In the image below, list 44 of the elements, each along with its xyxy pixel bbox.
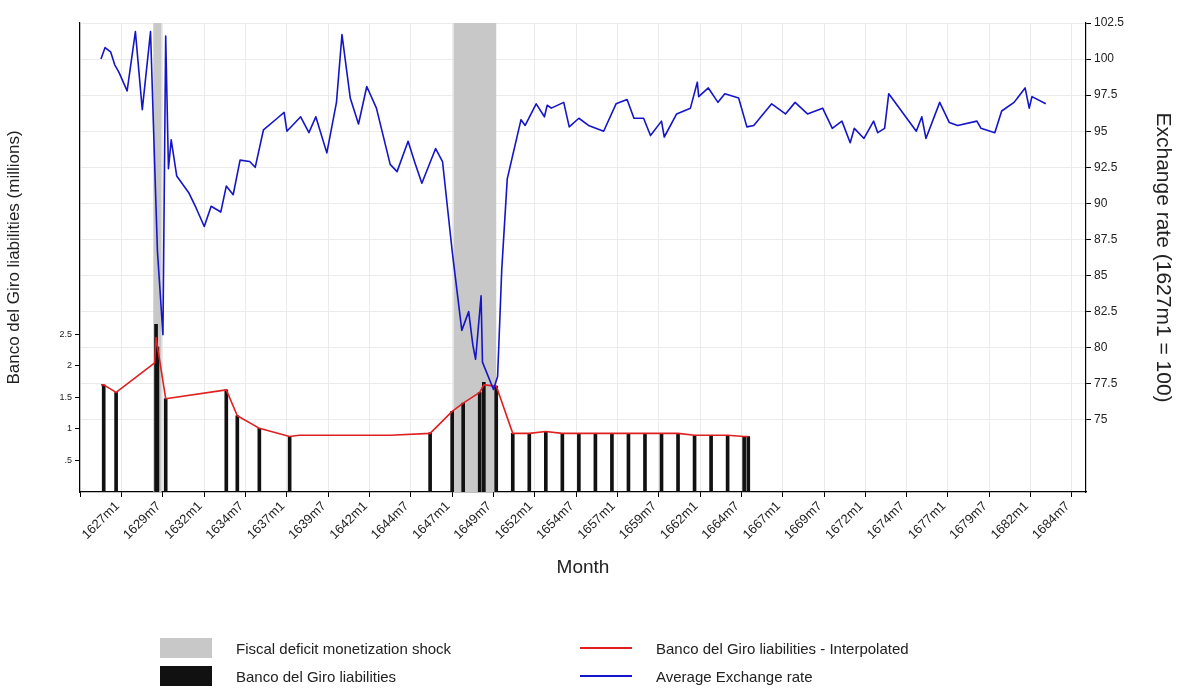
y2-tick-label: 80 — [1094, 340, 1108, 354]
bar — [510, 433, 515, 492]
y2-axis-title: Exchange rate (1627m1 = 100) — [1152, 112, 1176, 403]
y2-tick-label: 90 — [1094, 195, 1108, 210]
y-tick-label: .5 — [64, 454, 72, 465]
y-tick-label: 2.5 — [59, 328, 72, 339]
y2-tick-label: 102.5 — [1094, 15, 1125, 30]
legend-label: Banco del Giro liabilities — [236, 667, 397, 685]
bar — [543, 431, 548, 492]
bar — [643, 433, 647, 492]
legend-label: Banco del Giro liabilities - Interpolated — [656, 639, 909, 657]
bar — [163, 398, 168, 492]
legend-label: Fiscal deficit monetization shock — [236, 639, 452, 657]
bar — [114, 392, 118, 492]
y-tick-label: 1 — [66, 423, 72, 434]
bar — [709, 434, 713, 492]
y2-tick-label: 100 — [1094, 51, 1115, 66]
bar — [235, 415, 240, 492]
y-axis-title: Banco del Giro liabilities (millions) — [3, 130, 23, 385]
y2-tick-label: 82.5 — [1094, 303, 1118, 318]
y2-tick-label: 95 — [1094, 123, 1108, 138]
bar — [610, 433, 614, 492]
y2-tick-label: 97.5 — [1094, 87, 1118, 102]
bar — [224, 389, 229, 492]
y2-tick-label: 75 — [1094, 412, 1108, 427]
bar — [428, 432, 432, 492]
bar — [450, 410, 454, 492]
y-tick-label: 2 — [66, 360, 72, 371]
bar — [577, 433, 581, 492]
x-axis-title: Month — [556, 555, 610, 577]
bar — [101, 384, 106, 492]
bar — [461, 402, 466, 492]
bar — [482, 381, 486, 492]
y2-tick-label: 85 — [1094, 267, 1108, 282]
y2-tick-label: 92.5 — [1094, 159, 1118, 174]
bar — [742, 436, 746, 492]
legend-label: Average Exchange rate — [656, 667, 813, 685]
y2-tick-label: 87.5 — [1094, 231, 1118, 246]
bar — [527, 433, 532, 492]
bar — [676, 433, 680, 492]
bar — [746, 436, 751, 492]
y2-tick-label: 77.5 — [1094, 376, 1118, 391]
bar — [494, 385, 499, 492]
y-tick-label: 1.5 — [59, 391, 72, 402]
